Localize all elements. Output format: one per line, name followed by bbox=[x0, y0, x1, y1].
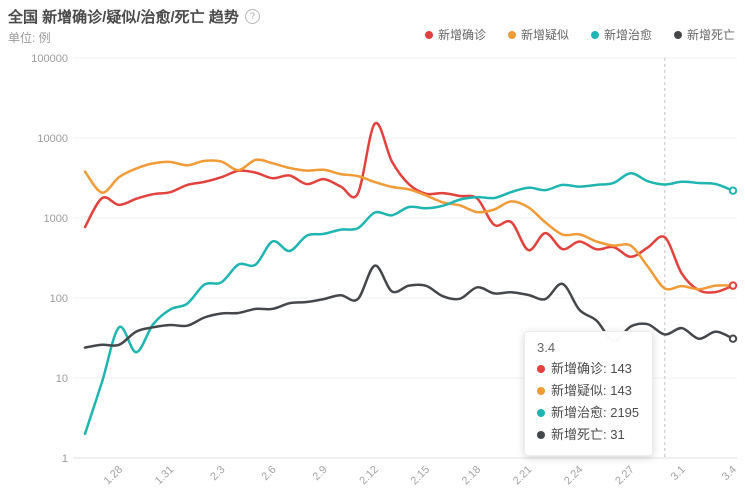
y-axis-label-1000: 1000 bbox=[44, 213, 68, 225]
y-axis-label-100000: 100000 bbox=[31, 53, 68, 65]
legend-dot-confirmed bbox=[424, 30, 433, 39]
legend-label: 新增确诊 bbox=[437, 28, 486, 42]
x-axis-label-2.24: 2.24 bbox=[562, 464, 586, 488]
legend-dot-suspected bbox=[507, 30, 516, 39]
y-axis-label-1: 1 bbox=[62, 453, 68, 465]
x-axis-label-2.15: 2.15 bbox=[409, 464, 433, 488]
x-axis-label-3.1: 3.1 bbox=[669, 464, 688, 483]
endpoint-marker-cured bbox=[728, 186, 738, 195]
y-axis-label-100: 100 bbox=[50, 293, 68, 305]
page-title: 全国 新增确诊/疑似/治愈/死亡 趋势 bbox=[8, 9, 239, 26]
legend-label: 新增死亡 bbox=[686, 28, 735, 42]
legend-item-confirmed[interactable]: 新增确诊 bbox=[424, 26, 486, 43]
legend-dot-deaths bbox=[673, 30, 682, 39]
chart-title-bar: 全国 新增确诊/疑似/治愈/死亡 趋势 ? bbox=[8, 6, 260, 27]
line-deaths bbox=[83, 264, 735, 349]
endpoint-marker-deaths bbox=[728, 334, 738, 343]
x-axis-label-2.27: 2.27 bbox=[613, 464, 637, 488]
y-axis-label-10000: 10000 bbox=[37, 133, 68, 145]
x-axis-label-3.4: 3.4 bbox=[720, 464, 739, 483]
legend-dot-cured bbox=[590, 30, 599, 39]
x-axis-label-2.9: 2.9 bbox=[311, 464, 330, 483]
help-icon[interactable]: ? bbox=[244, 9, 260, 24]
endpoint-marker-confirmed bbox=[728, 281, 738, 290]
legend-item-suspected[interactable]: 新增疑似 bbox=[507, 26, 569, 43]
x-axis-label-1.28: 1.28 bbox=[102, 464, 126, 488]
line-confirmed bbox=[83, 122, 735, 294]
x-axis-label-1.31: 1.31 bbox=[153, 464, 177, 488]
legend-label: 新增疑似 bbox=[520, 28, 569, 42]
legend-item-cured[interactable]: 新增治愈 bbox=[590, 26, 652, 43]
x-axis-label-2.3: 2.3 bbox=[208, 464, 227, 483]
line-suspected bbox=[83, 158, 735, 291]
chart-legend: 新增确诊 新增疑似 新增治愈 新增死亡 bbox=[424, 26, 735, 43]
x-axis-label-2.21: 2.21 bbox=[511, 464, 535, 488]
legend-label: 新增治愈 bbox=[603, 28, 652, 42]
x-axis-label-2.12: 2.12 bbox=[357, 464, 381, 488]
x-axis-label-2.6: 2.6 bbox=[259, 464, 278, 483]
legend-item-deaths[interactable]: 新增死亡 bbox=[673, 26, 735, 43]
x-axis-label-2.18: 2.18 bbox=[460, 464, 484, 488]
unit-label: 单位: 例 bbox=[8, 31, 51, 45]
y-axis-label-10: 10 bbox=[56, 373, 68, 385]
line-cured bbox=[83, 172, 735, 436]
